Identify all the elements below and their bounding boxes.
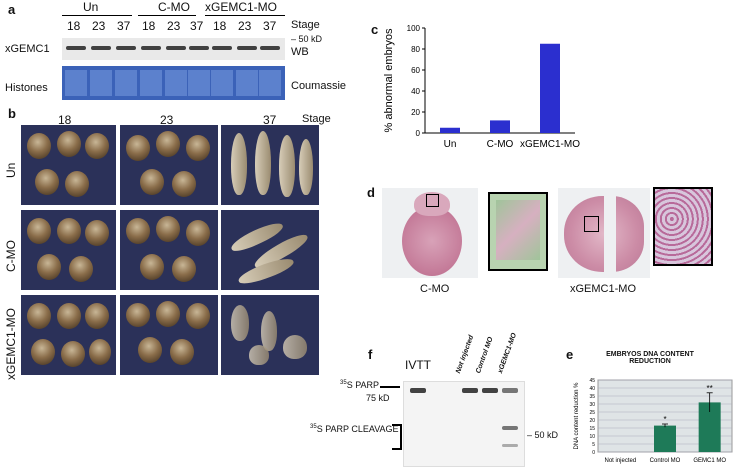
group-label-xgemc1mo: xGEMC1-MO [205, 0, 277, 14]
x-tick-label: GEMC1 MO [693, 458, 726, 464]
y-tick-label: 0 [592, 450, 595, 456]
y-tick-label: 20 [411, 108, 420, 117]
stage-label: 18 [213, 19, 227, 33]
embryo-photo-xgemc1mo-18 [21, 295, 116, 375]
y-tick-label: 80 [411, 45, 420, 54]
parp-autoradiograph [403, 381, 525, 467]
panel-b-stage-37: 37 [263, 113, 277, 127]
group-underline-cmo [138, 15, 196, 16]
histology-zoom-cmo [488, 192, 548, 271]
histology-label-cmo: C-MO [420, 283, 450, 295]
y-tick-label: 60 [411, 66, 420, 75]
lane-label-xgemc1-mo: xGEMC1-MO [497, 332, 519, 375]
panel-b-stage-word: Stage [302, 113, 331, 125]
western-blot [62, 38, 285, 60]
embryo-photo-cmo-37 [221, 210, 319, 290]
chart-e-title: EMBRYOS DNA CONTENT REDUCTION [606, 351, 694, 365]
panel-b-letter: b [8, 106, 16, 121]
row-label-xgemc1mo: xGEMC1-MO [4, 308, 18, 380]
y-tick-label: 15 [589, 426, 595, 432]
significance-marker: * [663, 415, 666, 424]
panel-a-letter: a [8, 2, 16, 17]
panel-d-letter: d [367, 185, 375, 200]
histology-section-xgemc1mo [558, 188, 650, 278]
group-underline-xgemc1mo [205, 15, 285, 16]
stage-label: 37 [190, 19, 204, 33]
marker-50kd-f: – 50 kD [527, 430, 559, 440]
group-label-cmo: C-MO [158, 0, 190, 14]
bar [654, 425, 676, 452]
stage-word: Stage [291, 19, 320, 31]
xgemc1-row-label: xGEMC1 [5, 43, 50, 55]
y-axis-label: % abnormal embryos [383, 28, 395, 132]
y-tick-label: 10 [589, 434, 595, 440]
y-tick-label: 45 [589, 378, 595, 384]
cleavage-bracket [392, 424, 402, 450]
y-tick-label: 20 [589, 418, 595, 424]
coomassie-gel [62, 66, 285, 100]
embryo-photo-un-37 [221, 125, 319, 205]
embryo-photo-un-23 [120, 125, 218, 205]
y-tick-label: 25 [589, 410, 595, 416]
stage-label: 37 [117, 19, 131, 33]
abnormal-embryos-bar-chart: 0 20 40 60 80 100 Un C-MO xGEMC1-MO % abnormal em… [383, 24, 580, 150]
lane-label-control-mo: Control MO [475, 336, 495, 375]
significance-marker: ** [707, 384, 713, 393]
stage-label: 23 [238, 19, 252, 33]
group-label-un: Un [83, 0, 99, 14]
panel-e-letter: e [566, 347, 574, 362]
bar [440, 127, 460, 133]
coumassie-label: Coumassie [291, 80, 347, 92]
x-tick-label: C-MO [487, 139, 514, 150]
group-underline-un [62, 15, 132, 16]
panel-f-letter: f [368, 347, 373, 362]
histology-label-xgemc1mo: xGEMC1-MO [570, 283, 636, 295]
panel-c-letter: c [371, 22, 379, 37]
panel-b-stage-23: 23 [160, 113, 174, 127]
y-tick-label: 35 [589, 394, 595, 400]
y-axis-label: DNA content reduction % [574, 382, 580, 450]
histones-row-label: Histones [5, 82, 48, 94]
embryo-photo-cmo-23 [120, 210, 218, 290]
bar [490, 120, 510, 133]
histology-section-cmo [382, 188, 478, 278]
y-tick-label: 100 [407, 24, 421, 33]
embryo-photo-cmo-18 [21, 210, 116, 290]
parp-cleavage-label: 35S PARP CLEAVAGE [310, 424, 399, 434]
lane-label-not-injected: Not injected [455, 334, 476, 375]
y-tick-label: 30 [589, 402, 595, 408]
row-label-cmo: C-MO [4, 240, 18, 272]
histology-zoom-xgemc1mo [653, 187, 713, 266]
dna-content-reduction-bar-chart: 0 5 10 15 20 25 30 35 40 45 Not injected * Control M… [574, 378, 733, 464]
x-tick-label: Control MO [650, 458, 681, 464]
y-tick-label: 40 [589, 386, 595, 392]
stage-label: 23 [92, 19, 106, 33]
marker-50kd: – 50 kD [291, 34, 323, 44]
x-tick-label: Not injected [604, 458, 636, 464]
embryo-photo-un-18 [21, 125, 116, 205]
panel-b-stage-18: 18 [58, 113, 72, 127]
wb-label: WB [291, 46, 309, 58]
y-tick-label: 0 [416, 129, 421, 138]
parp-label: 35S PARP [340, 380, 380, 390]
y-tick-label: 40 [411, 87, 420, 96]
stage-label: 37 [263, 19, 277, 33]
stage-label: 23 [167, 19, 181, 33]
x-tick-label: xGEMC1-MO [520, 139, 580, 150]
marker-75kd: 75 kD [366, 393, 390, 403]
x-tick-label: Un [444, 139, 457, 150]
y-tick-label: 5 [592, 442, 595, 448]
stage-label: 18 [142, 19, 156, 33]
row-label-un: Un [4, 162, 18, 178]
bar [540, 43, 560, 133]
ivtt-label: IVTT [405, 358, 431, 372]
bar [698, 402, 721, 452]
embryo-photo-xgemc1mo-37 [221, 295, 319, 375]
parp-pointer [380, 386, 400, 388]
stage-label: 18 [67, 19, 81, 33]
embryo-photo-xgemc1mo-23 [120, 295, 218, 375]
